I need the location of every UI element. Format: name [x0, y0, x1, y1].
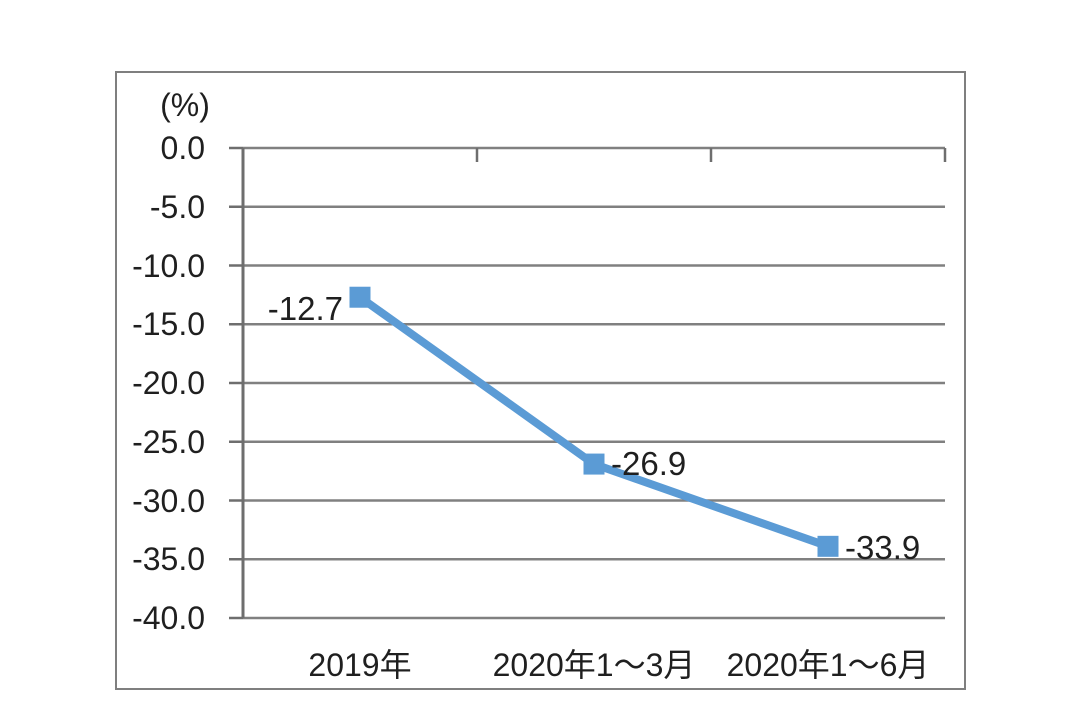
x-category-label: 2020年1～3月 — [492, 647, 696, 683]
data-point-marker — [817, 535, 839, 557]
data-point-marker — [349, 286, 371, 308]
y-tick-label: -10.0 — [132, 247, 205, 284]
y-tick-label: -30.0 — [132, 482, 205, 519]
chart-border-frame — [115, 71, 966, 690]
y-tick-label: -15.0 — [132, 306, 205, 343]
y-tick-label: -20.0 — [132, 365, 205, 401]
data-point-label: -26.9 — [611, 445, 687, 483]
y-axis-unit-label: (%) — [160, 87, 210, 123]
data-line — [357, 293, 830, 551]
data-point-label: -12.7 — [267, 290, 343, 328]
data-point-label: -33.9 — [845, 529, 921, 567]
y-tick-label: -5.0 — [149, 188, 205, 225]
x-category-label: 2020年1～6月 — [726, 647, 930, 683]
x-category-label: 2019年 — [308, 647, 412, 683]
y-tick-label: -40.0 — [132, 600, 205, 636]
y-tick-label: -25.0 — [132, 423, 205, 460]
y-tick-label: -35.0 — [132, 541, 205, 578]
data-point-marker — [583, 453, 605, 475]
y-tick-label: 0.0 — [160, 130, 205, 166]
